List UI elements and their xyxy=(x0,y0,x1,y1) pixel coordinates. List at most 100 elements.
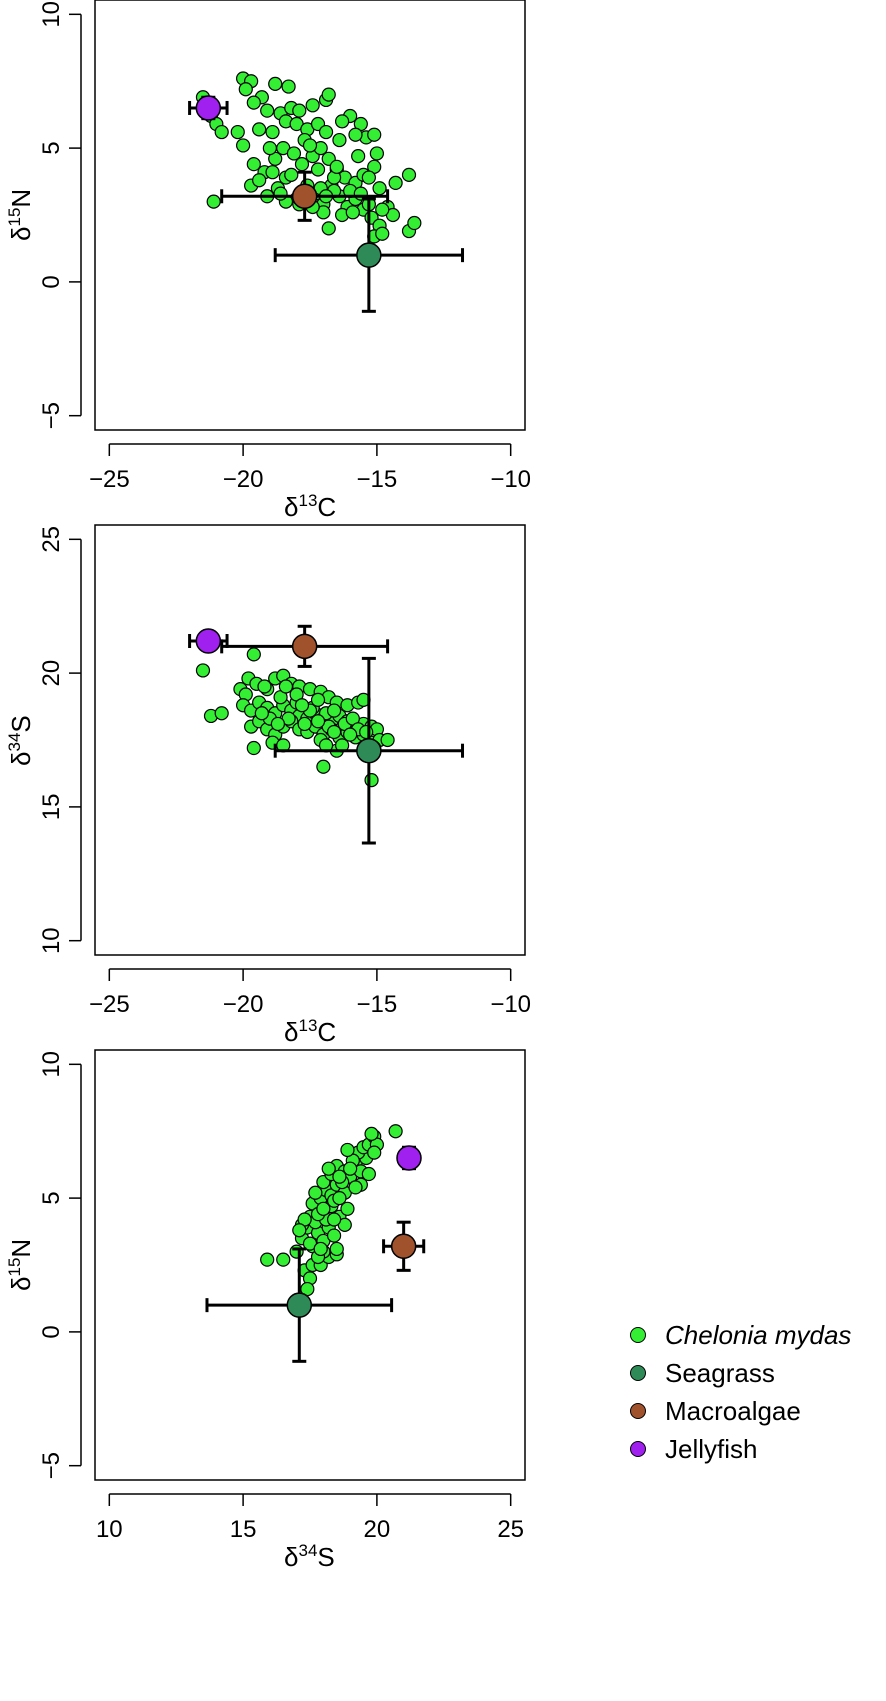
scatter-panel-3: 10 15 20 25 δ34S −5 0 5 10 δ15N xyxy=(5,1049,526,1572)
point-chelonia-mydas xyxy=(367,127,382,142)
legend: Chelonia mydas Seagrass Macroalgae Jelly… xyxy=(630,1316,851,1468)
point-chelonia-mydas xyxy=(294,698,310,713)
legend-label: Seagrass xyxy=(665,1357,775,1388)
source-mean-macroalgae xyxy=(291,183,318,210)
legend-swatch-seagrass xyxy=(630,1365,646,1381)
y-tick-label: 25 xyxy=(38,526,65,553)
point-chelonia-mydas xyxy=(361,1166,376,1182)
x-tick-label: −15 xyxy=(357,991,398,1018)
point-chelonia-mydas xyxy=(310,714,326,729)
point-chelonia-mydas xyxy=(326,1228,342,1243)
point-chelonia-mydas xyxy=(318,124,334,140)
x-tick-label: −25 xyxy=(89,991,130,1018)
y-axis-label: δ15N xyxy=(5,1239,36,1291)
point-chelonia-mydas xyxy=(348,1180,363,1195)
point-chelonia-mydas xyxy=(292,1223,307,1238)
legend-item-seagrass: Seagrass xyxy=(630,1354,851,1392)
source-mean-seagrass xyxy=(286,1292,313,1318)
point-chelonia-mydas xyxy=(236,138,251,153)
y-tick-label: −5 xyxy=(38,1452,65,1479)
legend-label: Macroalgae xyxy=(665,1395,801,1426)
point-chelonia-mydas xyxy=(286,146,302,161)
source-mean-seagrass xyxy=(356,242,382,268)
point-chelonia-mydas xyxy=(372,181,387,196)
x-tick-label: −10 xyxy=(490,991,531,1018)
point-chelonia-mydas xyxy=(281,79,296,94)
point-chelonia-mydas xyxy=(401,167,417,182)
y-tick-label: 10 xyxy=(38,927,65,954)
point-chelonia-mydas xyxy=(329,159,344,174)
point-chelonia-mydas xyxy=(246,157,261,172)
point-chelonia-mydas xyxy=(310,162,326,177)
source-mean-macroalgae xyxy=(291,633,318,660)
scatter-panel-2: −25 −20 −15 −10 δ13C 10 15 20 25 δ34S xyxy=(5,524,531,1047)
legend-item-chelonia-mydas: Chelonia mydas xyxy=(630,1316,851,1354)
point-chelonia-mydas xyxy=(380,732,395,748)
x-axis-label: δ13C xyxy=(284,1016,336,1047)
x-tick-label: −20 xyxy=(223,991,264,1018)
point-chelonia-mydas xyxy=(276,1252,291,1267)
source-mean-jellyfish xyxy=(195,628,222,654)
point-chelonia-mydas xyxy=(316,759,331,774)
legend-swatch-macroalgae xyxy=(630,1403,646,1419)
point-chelonia-mydas xyxy=(292,103,307,118)
point-chelonia-mydas xyxy=(305,98,320,113)
point-chelonia-mydas xyxy=(265,124,280,140)
point-chelonia-mydas xyxy=(321,1161,336,1176)
legend-item-macroalgae: Macroalgae xyxy=(630,1392,851,1430)
y-tick-label: 0 xyxy=(38,275,65,288)
legend-swatch-chelonia-mydas xyxy=(630,1327,646,1343)
y-tick-label: −5 xyxy=(38,402,65,429)
point-chelonia-mydas xyxy=(195,663,211,678)
point-chelonia-mydas xyxy=(262,141,277,156)
point-chelonia-mydas xyxy=(340,1201,355,1216)
x-tick-label: −10 xyxy=(490,466,531,493)
point-chelonia-mydas xyxy=(332,1191,347,1206)
point-chelonia-mydas xyxy=(310,692,326,707)
legend-label: Jellyfish xyxy=(665,1433,758,1464)
point-chelonia-mydas xyxy=(265,165,280,180)
point-chelonia-mydas xyxy=(329,1241,344,1257)
point-chelonia-mydas xyxy=(375,226,390,241)
point-chelonia-mydas xyxy=(308,1185,323,1200)
legend-item-jellyfish: Jellyfish xyxy=(630,1430,851,1468)
y-axis-label: δ15N xyxy=(5,189,36,241)
point-chelonia-mydas xyxy=(359,724,374,740)
point-chelonia-mydas xyxy=(252,173,267,188)
point-chelonia-mydas xyxy=(345,205,360,220)
y-tick-label: 20 xyxy=(38,660,65,687)
point-chelonia-mydas xyxy=(361,170,376,185)
point-chelonia-mydas xyxy=(326,1212,342,1227)
y-tick-label: 15 xyxy=(38,794,65,821)
legend-label: Chelonia mydas xyxy=(665,1319,852,1350)
point-chelonia-mydas xyxy=(388,1124,403,1139)
point-chelonia-mydas xyxy=(343,1161,358,1176)
point-chelonia-mydas xyxy=(321,221,336,236)
point-chelonia-mydas xyxy=(302,138,318,153)
point-chelonia-mydas xyxy=(268,76,283,91)
point-chelonia-mydas xyxy=(348,127,363,142)
plot-frame xyxy=(94,524,526,956)
point-chelonia-mydas xyxy=(260,1252,275,1267)
x-tick-label: 25 xyxy=(497,1516,524,1543)
point-chelonia-mydas xyxy=(364,773,379,788)
point-chelonia-mydas xyxy=(289,1244,304,1259)
plot-frame xyxy=(94,0,526,431)
source-mean-seagrass xyxy=(356,737,382,764)
point-chelonia-mydas xyxy=(252,122,267,137)
point-chelonia-mydas xyxy=(206,194,221,209)
x-tick-label: 15 xyxy=(230,1516,257,1543)
point-chelonia-mydas xyxy=(316,1201,331,1216)
x-tick-label: −20 xyxy=(223,466,264,493)
point-chelonia-mydas xyxy=(343,727,358,742)
y-tick-label: 10 xyxy=(38,1051,65,1078)
point-chelonia-mydas xyxy=(364,1126,379,1141)
x-axis-label: δ34S xyxy=(284,1541,335,1572)
point-chelonia-mydas xyxy=(340,1142,355,1158)
y-axis-label: δ34S xyxy=(5,715,36,766)
source-mean-macroalgae xyxy=(390,1233,417,1260)
legend-swatch-jellyfish xyxy=(630,1441,646,1457)
point-chelonia-mydas xyxy=(254,706,269,721)
point-chelonia-mydas xyxy=(332,132,347,148)
